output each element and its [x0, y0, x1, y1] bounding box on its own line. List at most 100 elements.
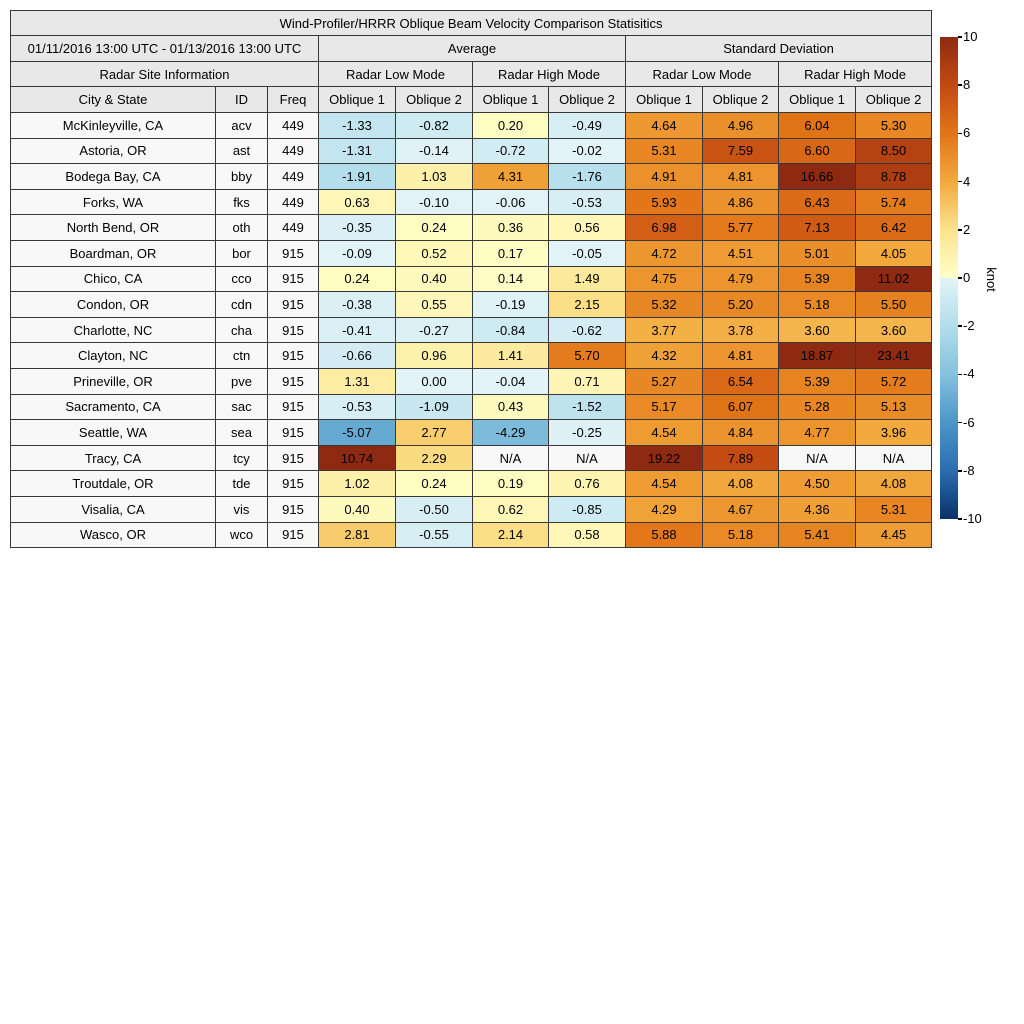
value-cell: 5.27 [625, 367, 703, 395]
site-id-cell: fks [215, 188, 268, 216]
col-header-oblique2: Oblique 2 [395, 86, 473, 113]
value-cell: 5.13 [854, 393, 933, 421]
value-cell: 2.29 [395, 444, 473, 472]
value-cell: 3.78 [702, 316, 779, 344]
site-id-cell: pve [215, 367, 268, 395]
value-cell: -0.19 [472, 291, 549, 318]
value-cell: 4.54 [625, 470, 703, 497]
colorbar-tick-mark [958, 373, 962, 376]
table-row: Condon, OR cdn 915 -0.38 0.55 -0.19 2.15 5.32 5.… [10, 291, 933, 318]
colorbar-tick-mark [958, 470, 962, 472]
colorbar-unit-label: knot [972, 260, 1010, 298]
value-cell: -1.52 [548, 393, 626, 421]
value-cell: -0.14 [395, 137, 473, 165]
freq-cell: 915 [267, 291, 319, 318]
value-cell: 4.77 [778, 419, 856, 446]
freq-cell: 915 [267, 444, 319, 472]
table-row: McKinleyville, CA acv 449 -1.33 -0.82 0.20 -0.… [10, 112, 933, 139]
site-id-cell: acv [215, 112, 268, 139]
value-cell: 1.49 [548, 265, 626, 293]
col-header-freq: Freq [267, 86, 319, 113]
value-cell: -0.25 [548, 419, 626, 446]
table-row: Forks, WA fks 449 0.63 -0.10 -0.06 -0.53 5.93 4.… [10, 188, 933, 216]
value-cell: 10.74 [318, 444, 396, 472]
value-cell: -0.41 [318, 316, 396, 344]
value-cell: 4.96 [702, 112, 779, 139]
value-cell: -1.91 [318, 163, 396, 190]
value-cell: 4.81 [702, 163, 779, 190]
value-cell: 2.15 [548, 291, 626, 318]
value-cell: -0.27 [395, 316, 473, 344]
city-cell: Astoria, OR [10, 137, 216, 165]
value-cell: 0.52 [395, 239, 473, 267]
value-cell: 11.02 [854, 265, 933, 293]
value-cell: 0.62 [472, 495, 549, 523]
value-cell: -0.38 [318, 291, 396, 318]
value-cell: 1.02 [318, 470, 396, 497]
colorbar-tick-label: 4 [963, 173, 971, 189]
value-cell: 3.60 [778, 316, 856, 344]
site-id-cell: sac [215, 393, 268, 421]
value-cell: 5.18 [778, 291, 856, 318]
colorbar-tick-mark [958, 325, 962, 327]
table-row: Tracy, CA tcy 915 10.74 2.29 N/A N/A 19.22 7.89 N… [10, 444, 933, 472]
col-header-oblique1: Oblique 1 [472, 86, 549, 113]
value-cell: -0.66 [318, 342, 396, 369]
city-cell: Prineville, OR [10, 367, 216, 395]
value-cell: 0.55 [395, 291, 473, 318]
value-cell: 1.03 [395, 163, 473, 190]
value-cell: -0.50 [395, 495, 473, 523]
city-cell: Troutdale, OR [10, 470, 216, 497]
value-cell: 5.39 [778, 265, 856, 293]
city-cell: Bodega Bay, CA [10, 163, 216, 190]
colorbar-tick-label: 10 [963, 29, 978, 44]
value-cell: 5.28 [778, 393, 856, 421]
site-id-cell: ast [215, 137, 268, 165]
value-cell: 5.74 [854, 188, 933, 216]
value-cell: 6.04 [778, 112, 856, 139]
table-row: North Bend, OR oth 449 -0.35 0.24 0.36 0.56 6.9… [10, 214, 933, 241]
value-cell: 0.17 [472, 239, 549, 267]
col-header-oblique2: Oblique 2 [548, 86, 626, 113]
value-cell: 5.20 [702, 291, 779, 318]
table-row: Visalia, CA vis 915 0.40 -0.50 0.62 -0.85 4.29 4… [10, 495, 933, 523]
col-header-oblique1: Oblique 1 [318, 86, 396, 113]
value-cell: -0.06 [472, 188, 549, 216]
value-cell: 6.54 [702, 367, 779, 395]
value-cell: 0.40 [318, 495, 396, 523]
colorbar-tick-mark [958, 36, 962, 38]
city-cell: Seattle, WA [10, 419, 216, 446]
col-header-id: ID [215, 86, 268, 113]
value-cell: 4.45 [854, 521, 933, 549]
value-cell: 3.96 [854, 419, 933, 446]
value-cell: 6.07 [702, 393, 779, 421]
value-cell: 7.13 [778, 214, 856, 241]
value-cell: 0.24 [395, 470, 473, 497]
value-cell: 5.18 [702, 521, 779, 549]
table-row: Seattle, WA sea 915 -5.07 2.77 -4.29 -0.25 4.54… [10, 419, 933, 446]
value-cell: N/A [548, 444, 626, 472]
value-cell: 18.87 [778, 342, 856, 369]
value-cell: 2.77 [395, 419, 473, 446]
figure-title: Wind-Profiler/HRRR Oblique Beam Velocity… [9, 10, 933, 36]
value-cell: 5.31 [854, 495, 933, 523]
value-cell: 6.43 [778, 188, 856, 216]
freq-cell: 915 [267, 495, 319, 523]
value-cell: 4.05 [854, 239, 933, 267]
freq-cell: 915 [267, 239, 319, 267]
value-cell: 0.71 [548, 367, 626, 395]
city-cell: McKinleyville, CA [10, 112, 216, 139]
value-cell: 5.72 [854, 367, 933, 395]
colorbar-tick-label: 8 [963, 77, 971, 93]
value-cell: -0.82 [395, 112, 473, 139]
value-cell: 0.40 [395, 265, 473, 293]
colorbar-tick-mark [958, 132, 962, 135]
value-cell: 0.24 [318, 265, 396, 293]
value-cell: 6.60 [778, 137, 856, 165]
value-cell: 0.96 [395, 342, 473, 369]
value-cell: 4.54 [625, 419, 703, 446]
value-cell: 0.56 [548, 214, 626, 241]
value-cell: -1.09 [395, 393, 473, 421]
value-cell: -1.76 [548, 163, 626, 190]
